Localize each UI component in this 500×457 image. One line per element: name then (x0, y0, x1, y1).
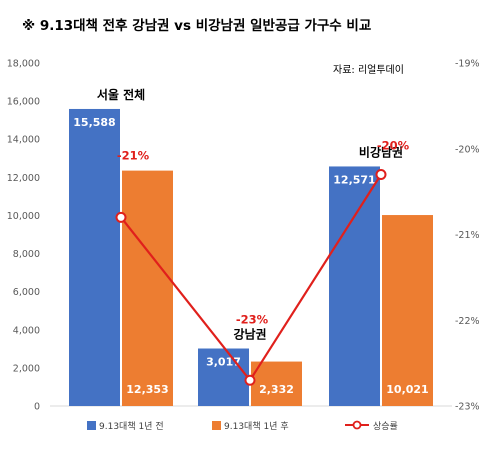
legend-swatch (212, 421, 221, 430)
right-tick-label: -22% (455, 316, 480, 327)
right-axis: -19% -20% -21% -22% -23% (455, 59, 480, 413)
left-axis: 0 2,000 4,000 6,000 8,000 10,000 12,000 14,000 1… (7, 59, 40, 413)
left-tick-label: 8,000 (13, 249, 40, 260)
bar-value-label: 2,332 (259, 383, 294, 396)
bars (69, 108, 433, 406)
left-tick-label: 18,000 (7, 59, 40, 70)
bar-value-label: 10,021 (386, 383, 428, 396)
bar-value-label: 15,588 (73, 116, 115, 129)
left-tick-label: 10,000 (7, 211, 40, 222)
legend-label: 9.13대책 1년 후 (224, 420, 289, 432)
bar (329, 166, 380, 406)
left-tick-label: 4,000 (13, 325, 40, 336)
bar (251, 361, 302, 406)
category-label: 서울 전체 (97, 87, 145, 102)
rate-label: -20% (377, 138, 410, 152)
bar-value-label: 12,571 (333, 173, 375, 186)
legend-label: 9.13대책 1년 전 (99, 420, 164, 432)
rate-line (115, 168, 387, 386)
legend: 9.13대책 1년 전 9.13대책 1년 후 상승률 (87, 420, 398, 432)
legend-label: 상승률 (373, 421, 398, 432)
rate-point (375, 168, 387, 180)
chart-source: 자료: 리얼투데이 (333, 64, 404, 76)
category-label: 강남권 (233, 327, 266, 342)
left-tick-label: 12,000 (7, 173, 40, 184)
rate-label: -21% (117, 148, 150, 162)
left-tick-label: 14,000 (7, 135, 40, 146)
bar (69, 108, 120, 406)
right-tick-label: -19% (455, 59, 480, 70)
rate-point (115, 211, 127, 223)
right-tick-label: -20% (455, 144, 480, 155)
rate-point (244, 374, 256, 386)
rate-label: -23% (236, 312, 269, 326)
bar (198, 348, 249, 406)
left-tick-label: 6,000 (13, 287, 40, 298)
legend-marker (352, 420, 362, 430)
chart-title: ※ 9.13대책 전후 강남권 vs 비강남권 일반공급 가구수 비교 (22, 17, 371, 34)
rate-labels: -21% -23% -20% (117, 138, 410, 326)
bar-value-label: 12,353 (126, 383, 168, 396)
right-tick-label: -21% (455, 230, 480, 241)
left-tick-label: 16,000 (7, 97, 40, 108)
legend-swatch (87, 421, 96, 430)
bar (122, 170, 173, 406)
category-label: 비강남권 (359, 144, 403, 159)
right-tick-label: -23% (455, 402, 480, 413)
left-tick-label: 2,000 (13, 363, 40, 374)
left-tick-label: 0 (34, 402, 40, 413)
bar (382, 215, 433, 406)
